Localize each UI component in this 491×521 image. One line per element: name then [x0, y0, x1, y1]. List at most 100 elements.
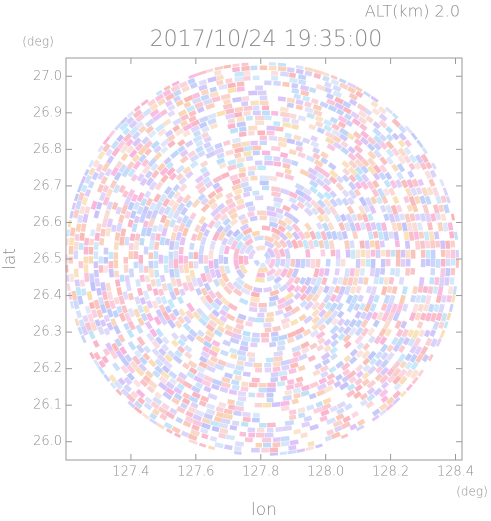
echo-cell [200, 312, 211, 323]
echo-cell [139, 97, 149, 107]
echo-cell [170, 231, 177, 242]
echo-cell [320, 409, 330, 417]
echo-cell [213, 220, 222, 229]
echo-cell [284, 419, 295, 426]
echo-cell [83, 246, 89, 255]
echo-cell [271, 75, 279, 81]
echo-cell [295, 145, 304, 153]
echo-cell [134, 296, 141, 305]
echo-cell [299, 276, 307, 286]
echo-cell [393, 382, 402, 391]
echo-cell [235, 203, 246, 211]
echo-cell [355, 90, 364, 99]
echo-cell [280, 152, 289, 159]
echo-cell [156, 353, 167, 363]
echo-cell [140, 227, 148, 237]
echo-cell [84, 206, 91, 215]
echo-cell [315, 171, 325, 181]
echo-cell [254, 120, 265, 126]
echo-cell [404, 213, 411, 223]
echo-cell [191, 97, 202, 105]
echo-cell [75, 286, 82, 296]
echo-cell [190, 124, 200, 133]
echo-cell [340, 362, 351, 371]
echo-cell [313, 406, 323, 414]
x-tick-label: 127.6 [177, 465, 214, 480]
echo-cell [163, 218, 171, 228]
echo-cell [141, 136, 150, 145]
echo-cell [277, 302, 286, 310]
echo-cell [131, 154, 140, 163]
echo-cell [233, 410, 242, 417]
echo-cell [288, 367, 297, 375]
echo-cell [240, 176, 249, 183]
echo-cell [143, 345, 152, 354]
echo-cell [323, 239, 330, 250]
echo-cell [395, 303, 404, 314]
echo-cell [279, 259, 286, 267]
echo-cell [439, 329, 447, 340]
echo-cell [183, 344, 193, 353]
echo-cell [79, 232, 85, 241]
echo-cell [191, 391, 201, 399]
echo-cell [179, 288, 186, 297]
echo-cell [193, 251, 199, 259]
echo-cell [378, 416, 387, 425]
echo-cell [395, 328, 404, 338]
echo-cell [158, 206, 166, 216]
echo-cell [300, 341, 310, 349]
echo-cell [266, 210, 277, 218]
echo-cell [207, 118, 217, 126]
echo-cell [348, 166, 358, 177]
echo-cell [233, 152, 242, 159]
echo-cell [192, 310, 202, 320]
echo-cell [213, 259, 219, 270]
echo-cell [383, 231, 390, 241]
echo-cell [323, 338, 332, 347]
echo-cell [335, 175, 344, 184]
echo-cell [126, 328, 135, 339]
echo-cell [366, 386, 376, 396]
echo-cell [113, 380, 123, 390]
echo-cell [97, 171, 105, 181]
echo-cell [280, 400, 290, 407]
echo-cell [346, 389, 356, 398]
echo-cell [346, 369, 357, 380]
echo-cell [440, 259, 446, 267]
echo-cell [266, 397, 274, 403]
echo-cell [146, 312, 154, 322]
echo-cell [65, 238, 70, 246]
echo-cell [272, 325, 282, 332]
echo-cell [178, 255, 184, 264]
echo-cell [154, 181, 164, 191]
echo-cell [336, 230, 344, 241]
echo-cell [187, 433, 198, 441]
echo-cell [357, 294, 364, 303]
echo-cell [325, 417, 337, 425]
echo-cell [370, 221, 377, 231]
echo-cell [252, 105, 260, 111]
echo-cell [391, 285, 398, 295]
echo-cell [245, 155, 254, 162]
echo-cell [320, 352, 331, 361]
echo-cell [334, 102, 345, 111]
echo-cell [455, 213, 459, 222]
echo-cell [251, 230, 260, 237]
echo-cell [108, 251, 114, 259]
echo-cell [291, 238, 299, 249]
echo-cell [203, 412, 214, 420]
echo-cell [417, 178, 425, 187]
echo-cell [72, 318, 80, 327]
echo-cell [369, 240, 375, 248]
echo-cell [101, 355, 110, 364]
echo-cell [237, 313, 247, 321]
echo-cell [385, 126, 394, 134]
echo-cell [187, 71, 198, 80]
echo-cell [410, 131, 419, 141]
echo-cell [121, 304, 129, 314]
echo-cell [409, 213, 416, 222]
echo-cell [187, 360, 198, 369]
echo-cell [380, 303, 388, 312]
echo-cell [303, 451, 313, 456]
